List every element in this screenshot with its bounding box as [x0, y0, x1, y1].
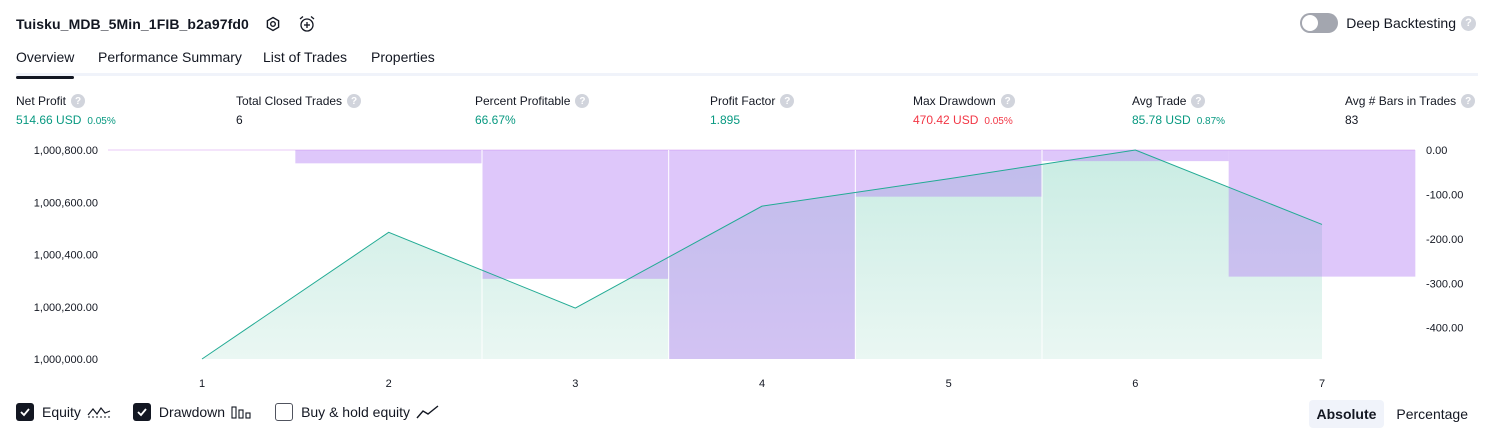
y-right-tick-label: -200.00 — [1426, 234, 1463, 246]
tab-overview[interactable]: Overview — [16, 49, 75, 79]
tab-bar: Overview Performance Summary List of Tra… — [16, 46, 1478, 79]
stat-value: 85.78 USD — [1132, 113, 1191, 127]
checkbox-checked-icon[interactable] — [16, 403, 34, 421]
x-tick-label: 4 — [759, 378, 765, 390]
help-icon[interactable]: ? — [347, 94, 362, 108]
alarm-add-icon[interactable] — [297, 14, 317, 34]
x-tick-label: 6 — [1132, 378, 1138, 390]
stat-label: Max Drawdown — [913, 94, 996, 108]
y-right-tick-label: -300.00 — [1426, 278, 1463, 290]
equity-label: Equity — [42, 404, 81, 420]
help-icon[interactable]: ? — [1461, 15, 1476, 31]
stat-label: Total Closed Trades — [236, 94, 343, 108]
help-icon[interactable]: ? — [780, 94, 795, 108]
stat-net-profit: Net Profit? 514.66 USD 0.05% — [16, 93, 116, 127]
y-left-tick-label: 1,000,800.00 — [34, 145, 98, 157]
percentage-button[interactable]: Percentage — [1396, 406, 1468, 422]
y-right-tick-label: -100.00 — [1426, 189, 1463, 201]
buy-hold-checkbox[interactable]: Buy & hold equity — [275, 403, 440, 421]
y-left-tick-label: 1,000,000.00 — [34, 354, 98, 366]
y-right-tick-label: -400.00 — [1426, 323, 1463, 335]
y-left-tick-label: 1,000,400.00 — [34, 250, 98, 262]
drawdown-label: Drawdown — [158, 404, 226, 420]
chart-mode-switch: Absolute Percentage — [1305, 400, 1477, 428]
strategy-title: Tuisku_MDB_5Min_1FIB_b2a97fd0 — [16, 16, 249, 32]
stat-value: 66.67% — [475, 113, 516, 127]
deep-backtesting: Deep Backtesting ? — [1300, 13, 1476, 33]
tab-list-of-trades[interactable]: List of Trades — [263, 49, 348, 65]
x-tick-label: 3 — [572, 378, 578, 390]
stat-value: 470.42 USD — [913, 113, 979, 127]
tab-performance-summary[interactable]: Performance Summary — [98, 49, 242, 65]
stat-profit-factor: Profit Factor? 1.895 — [710, 93, 795, 127]
x-tick-label: 1 — [199, 378, 205, 390]
equity-line-icon — [87, 405, 111, 419]
drawdown-bar — [1228, 150, 1416, 277]
stat-value: 1.895 — [710, 113, 741, 127]
chart-legend: Equity Drawdown Buy & hold equity — [16, 403, 462, 421]
stat-max-drawdown: Max Drawdown? 470.42 USD 0.05% — [913, 93, 1015, 127]
buy-hold-label: Buy & hold equity — [301, 404, 411, 420]
drawdown-checkbox[interactable]: Drawdown — [132, 403, 253, 421]
drawdown-bar — [482, 150, 669, 279]
stat-label: Profit Factor — [710, 94, 776, 108]
equity-checkbox[interactable]: Equity — [16, 403, 111, 421]
checkbox-checked-icon[interactable] — [132, 403, 151, 421]
x-tick-label: 2 — [386, 378, 392, 390]
stat-value: 514.66 USD — [16, 113, 82, 127]
help-icon[interactable]: ? — [1461, 94, 1476, 108]
drawdown-bar — [668, 150, 856, 359]
stat-percent: 0.87% — [1196, 116, 1226, 127]
deep-backtesting-label: Deep Backtesting — [1346, 15, 1456, 31]
stat-percent: 0.05% — [87, 116, 116, 127]
help-icon[interactable]: ? — [575, 94, 590, 108]
settings-icon[interactable] — [263, 14, 283, 34]
equity-chart[interactable]: 1,000,800.00 1,000,600.00 1,000,400.00 1,00… — [0, 138, 1494, 398]
help-icon[interactable]: ? — [1191, 94, 1206, 108]
checkbox-unchecked-icon[interactable] — [275, 403, 294, 421]
help-icon[interactable]: ? — [71, 94, 86, 108]
drawdown-bars-icon — [231, 405, 253, 419]
y-right-tick-label: 0.00 — [1426, 145, 1447, 157]
stat-label: Avg # Bars in Trades — [1345, 94, 1457, 108]
absolute-button[interactable]: Absolute — [1308, 400, 1385, 428]
stat-avg-bars: Avg # Bars in Trades? 83 — [1345, 93, 1476, 127]
equity-line — [201, 149, 1323, 360]
y-left-tick-label: 1,000,600.00 — [34, 197, 98, 209]
drawdown-bar — [1042, 150, 1229, 162]
stat-label: Percent Profitable — [475, 94, 571, 108]
x-tick-label: 5 — [946, 378, 952, 390]
stat-label: Net Profit — [16, 94, 67, 108]
stat-percent-profitable: Percent Profitable? 66.67% — [475, 93, 590, 127]
help-icon[interactable]: ? — [1000, 94, 1015, 108]
stat-percent: 0.05% — [984, 116, 1013, 127]
stat-value: 83 — [1345, 113, 1359, 127]
strategy-header: Tuisku_MDB_5Min_1FIB_b2a97fd0 — [16, 12, 317, 36]
drawdown-bar — [295, 150, 482, 164]
tab-properties[interactable]: Properties — [371, 49, 435, 65]
drawdown-bar — [855, 150, 1042, 197]
stat-avg-trade: Avg Trade? 85.78 USD 0.87% — [1132, 93, 1225, 127]
stat-value: 6 — [236, 113, 243, 127]
stat-total-closed-trades: Total Closed Trades? 6 — [236, 93, 362, 127]
y-left-tick-label: 1,000,200.00 — [34, 302, 98, 314]
x-tick-label: 7 — [1319, 378, 1325, 390]
stat-label: Avg Trade — [1132, 94, 1187, 108]
buy-hold-line-icon — [416, 405, 440, 419]
deep-backtesting-toggle[interactable] — [1300, 13, 1339, 33]
